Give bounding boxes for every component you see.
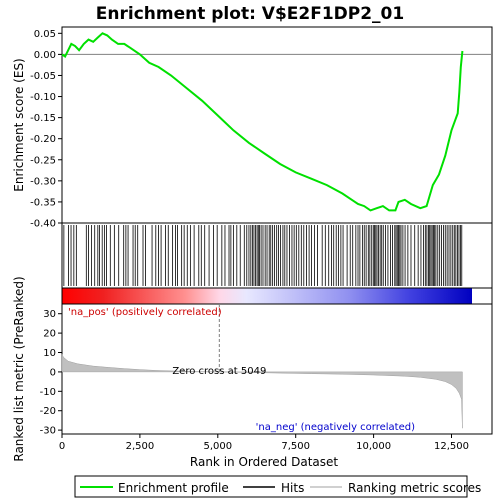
x-axis: 0 2,500 5,000 7,500 10,000 12,500 — [59, 434, 469, 452]
metric-y-tick-label: -30 — [40, 426, 56, 437]
es-y-axis-label: Enrichment score (ES) — [12, 58, 26, 191]
es-y-tick-label: -0.20 — [30, 134, 56, 145]
es-y-axis: 0.05 0.00 -0.05 -0.10 -0.15 -0.20 -0.25 -0.30 -0… — [30, 29, 62, 230]
es-y-tick-label: -0.30 — [30, 176, 56, 187]
es-y-tick-label: -0.10 — [30, 92, 56, 103]
x-tick-label: 10,000 — [356, 441, 391, 452]
es-y-tick-label: -0.35 — [30, 197, 56, 208]
metric-y-tick-label: -10 — [40, 387, 56, 398]
rank-gradient — [62, 288, 472, 304]
ranking-metric-area — [61, 354, 463, 429]
pos-correlated-label: 'na_pos' (positively correlated) — [68, 307, 222, 318]
legend: Enrichment profile Hits Ranking metric s… — [74, 475, 481, 498]
metric-y-axis-label: Ranked list metric (PreRanked) — [12, 276, 26, 461]
chart-title: Enrichment plot: V$E2F1DP2_01 — [96, 4, 404, 24]
es-y-tick-label: -0.25 — [30, 155, 56, 166]
legend-enrichment-label: Enrichment profile — [118, 481, 229, 495]
es-y-tick-label: -0.05 — [30, 71, 56, 82]
legend-metric-label: Ranking metric scores — [348, 481, 481, 495]
es-y-tick-label: -0.15 — [30, 113, 56, 124]
metric-y-axis: 30 20 10 0 -10 -20 -30 — [40, 309, 62, 437]
zero-cross-label: Zero cross at 5049 — [172, 366, 266, 377]
hits-panel — [61, 222, 493, 289]
es-y-tick-label: -0.40 — [30, 219, 56, 230]
x-tick-label: 12,500 — [434, 441, 469, 452]
metric-y-tick-label: 30 — [43, 309, 56, 320]
x-tick-label: 2,500 — [126, 441, 155, 452]
es-panel-frame — [61, 26, 493, 224]
x-tick-label: 5,000 — [203, 441, 232, 452]
enrichment-profile-line — [61, 32, 464, 212]
metric-y-tick-label: 0 — [50, 367, 56, 378]
x-tick-label: 0 — [59, 441, 65, 452]
metric-y-tick-label: 10 — [43, 348, 56, 359]
x-axis-label: Rank in Ordered Dataset — [190, 455, 338, 469]
neg-correlated-label: 'na_neg' (negatively correlated) — [256, 422, 415, 433]
legend-hits-label: Hits — [281, 481, 304, 495]
es-y-tick-label: 0.05 — [34, 29, 56, 40]
metric-y-tick-label: 20 — [43, 329, 56, 340]
hit-marks — [63, 225, 463, 286]
rank-color-bar — [61, 287, 493, 305]
metric-y-tick-label: -20 — [40, 406, 56, 417]
es-panel: 0.05 0.00 -0.05 -0.10 -0.15 -0.20 -0.25 -0.30 -0… — [30, 26, 493, 230]
x-tick-label: 7,500 — [281, 441, 310, 452]
es-y-tick-label: 0.00 — [34, 50, 56, 61]
metric-panel: 30 20 10 0 -10 -20 -30 'na_pos' (positively co… — [40, 303, 493, 437]
